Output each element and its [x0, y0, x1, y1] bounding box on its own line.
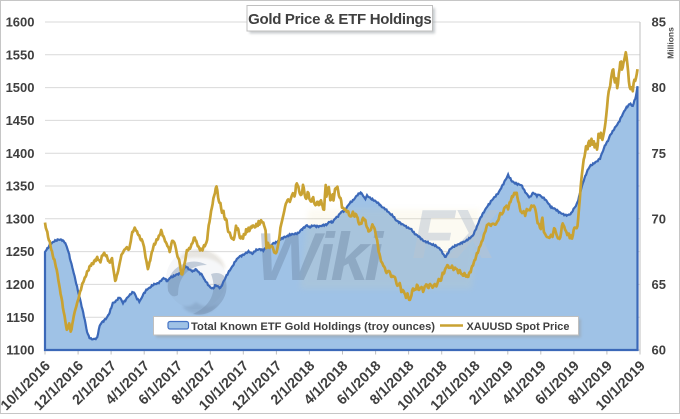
svg-text:1150: 1150: [6, 310, 34, 325]
svg-text:1350: 1350: [6, 179, 35, 194]
svg-text:Gold Price & ETF Holdings: Gold Price & ETF Holdings: [248, 11, 431, 28]
svg-text:Wiki: Wiki: [256, 219, 385, 295]
svg-text:1200: 1200: [6, 277, 35, 292]
svg-text:XAUUSD Spot Price: XAUUSD Spot Price: [467, 321, 570, 333]
svg-text:1100: 1100: [6, 343, 34, 358]
svg-text:75: 75: [652, 146, 666, 161]
svg-text:65: 65: [652, 277, 666, 292]
svg-text:1500: 1500: [6, 80, 35, 95]
svg-text:1250: 1250: [6, 244, 35, 259]
svg-text:1450: 1450: [6, 113, 35, 128]
svg-text:70: 70: [652, 211, 666, 226]
svg-text:1550: 1550: [6, 47, 35, 62]
svg-text:80: 80: [652, 80, 666, 95]
svg-text:1600: 1600: [6, 15, 35, 30]
svg-text:60: 60: [652, 343, 666, 358]
svg-text:85: 85: [652, 15, 666, 30]
svg-text:Millions: Millions: [666, 27, 676, 59]
svg-text:Total Known ETF Gold Holdings: Total Known ETF Gold Holdings (troy ounc…: [191, 321, 435, 333]
svg-text:FX: FX: [412, 195, 501, 273]
svg-text:1300: 1300: [6, 211, 35, 226]
svg-text:1400: 1400: [6, 146, 35, 161]
